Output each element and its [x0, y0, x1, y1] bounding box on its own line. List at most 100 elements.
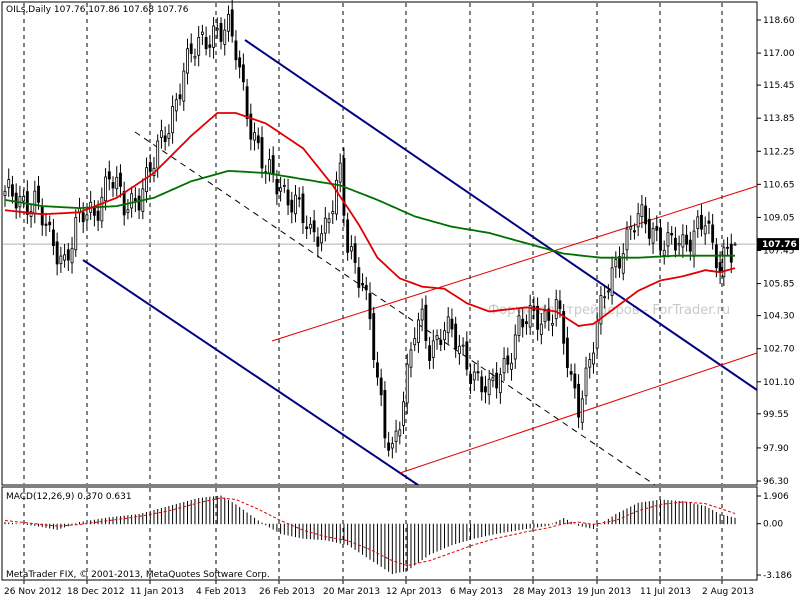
blue-channel-lower — [82, 259, 419, 486]
price-tick-label: 118.60 — [763, 16, 795, 26]
candle-body — [457, 345, 461, 354]
candle-body — [703, 225, 707, 235]
candle-body — [469, 373, 472, 384]
candle-body — [178, 94, 182, 100]
candle-body — [323, 217, 327, 234]
price-tick-label: 97.90 — [763, 444, 789, 454]
candle-body — [558, 300, 562, 310]
time-tick-label: 11 Jul 2013 — [640, 587, 691, 597]
candle-body — [472, 371, 476, 381]
candle-body — [513, 334, 517, 360]
time-tick-label: 4 Feb 2013 — [196, 587, 246, 597]
candle-body — [174, 99, 178, 112]
ma-slow-line — [4, 169, 735, 259]
candle-body — [688, 239, 692, 252]
candle-body — [543, 310, 547, 323]
candle-body — [308, 223, 312, 229]
time-tick-label: 6 May 2013 — [450, 587, 503, 597]
candle-body — [502, 358, 506, 374]
candle-body — [618, 256, 621, 269]
candle-body — [44, 223, 48, 226]
candle-body — [81, 212, 85, 223]
candle-body — [305, 226, 309, 230]
macd-vertical-grid — [23, 488, 723, 579]
macd-panel-border — [1, 486, 758, 581]
candle-body — [286, 189, 290, 206]
candle-body — [573, 373, 577, 389]
candle-body — [234, 40, 238, 61]
price-tick-label: 112.25 — [763, 147, 795, 157]
candle-body — [208, 44, 212, 48]
current-price-box: 107.76 — [757, 238, 799, 251]
candle-body — [301, 193, 305, 224]
candle-body — [227, 13, 230, 32]
candle-body — [636, 213, 640, 228]
candle-body — [160, 130, 163, 138]
candle-body — [241, 64, 245, 83]
candle-body — [606, 290, 610, 293]
candle-body — [610, 267, 614, 296]
candle-body — [439, 339, 443, 345]
time-tick-label: 20 Mar 2013 — [323, 587, 380, 597]
candle-body — [435, 335, 439, 341]
candle-body — [673, 237, 677, 251]
candle-body — [625, 228, 629, 251]
candle-body — [85, 214, 89, 221]
candle-body — [729, 243, 733, 263]
macd-tick-label: 1.906 — [763, 492, 789, 502]
candle-body — [376, 362, 379, 378]
candle-body — [387, 442, 391, 451]
current-price-label: 107.76 — [762, 240, 797, 250]
candle-body — [312, 220, 316, 233]
candle-body — [186, 48, 189, 74]
macd-signal-line — [4, 497, 736, 567]
candle-body — [554, 299, 558, 320]
price-tick-label: 110.65 — [763, 180, 795, 190]
candle-body — [7, 179, 11, 188]
candle-body — [525, 321, 528, 325]
candle-body — [621, 253, 625, 274]
candle-body — [204, 36, 208, 50]
candle-body — [424, 304, 428, 341]
candle-body — [133, 198, 137, 202]
candle-body — [294, 194, 297, 215]
candle-body — [193, 55, 197, 59]
candle-body — [443, 330, 446, 341]
candle-body — [104, 176, 107, 202]
candle-body — [640, 204, 644, 218]
candle-body — [592, 352, 595, 365]
candle-body — [465, 341, 469, 370]
candle-body — [577, 383, 580, 418]
candle-body — [629, 226, 633, 230]
price-tick-label: 109.05 — [763, 213, 795, 223]
candle-body — [275, 179, 279, 195]
candle-body — [662, 249, 666, 256]
candle-body — [398, 429, 402, 437]
candle-body — [476, 371, 480, 374]
price-tick-label: 99.55 — [763, 410, 789, 420]
candle-body — [666, 232, 670, 247]
candle-body — [215, 28, 219, 31]
candle-body — [167, 133, 171, 139]
candle-body — [338, 162, 342, 183]
candle-body — [528, 305, 532, 328]
candle-body — [692, 230, 696, 257]
candle-body — [297, 197, 301, 200]
candle-body — [431, 340, 435, 358]
candle-body — [145, 167, 148, 193]
candle-body — [107, 171, 111, 180]
time-tick-label: 18 Dec 2012 — [67, 587, 125, 597]
candle-body — [413, 338, 417, 346]
candle-body — [200, 31, 204, 35]
price-tick-label: 107.45 — [763, 247, 795, 257]
candle-body — [48, 221, 52, 226]
candle-body — [651, 228, 655, 244]
candle-body — [584, 367, 588, 397]
candle-body — [450, 318, 454, 330]
candle-body — [517, 315, 521, 336]
candle-body — [487, 378, 491, 396]
candle-body — [59, 255, 63, 265]
time-tick-label: 28 May 2013 — [513, 587, 572, 597]
candle-body — [655, 226, 659, 231]
candle-body — [33, 190, 37, 215]
